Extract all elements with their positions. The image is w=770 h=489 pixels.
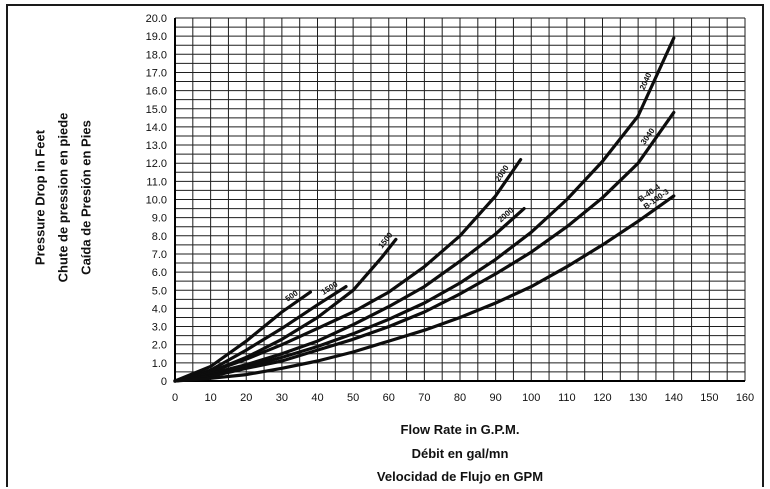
- x-tick-label: 160: [736, 392, 754, 404]
- x-tick-label: 100: [522, 392, 540, 404]
- y-tick-label: 14.0: [146, 122, 167, 134]
- series-label-line: 2000: [496, 205, 516, 224]
- y-axis-label-spanish: Caída de Presión en Pies: [78, 120, 94, 275]
- x-tick-label: 90: [490, 392, 502, 404]
- y-tick-label: 20.0: [146, 13, 167, 25]
- series-line-0: [173, 290, 312, 383]
- y-axis-label-french: Chute de pression en piede: [55, 112, 71, 283]
- x-axis-label-spanish: Velocidad de Flujo en GPM: [376, 469, 544, 484]
- y-tick-label: 0: [161, 376, 167, 388]
- x-axis-label-english: Flow Rate in G.P.M.: [400, 422, 520, 437]
- x-tick-label: 70: [418, 392, 430, 404]
- x-tick-label: 130: [629, 392, 647, 404]
- x-tick-label: 120: [593, 392, 611, 404]
- x-tick-label: 10: [205, 392, 217, 404]
- y-axis-label-english: Pressure Drop in Feet: [32, 129, 48, 266]
- y-tick-label: 7.0: [152, 249, 167, 261]
- x-tick-label: 60: [383, 392, 395, 404]
- x-tick-label: 20: [240, 392, 252, 404]
- series-label-4: 2000: [496, 205, 516, 224]
- y-tick-label: 4.0: [152, 303, 167, 315]
- x-tick-label: 110: [558, 392, 576, 404]
- y-tick-label: 17.0: [146, 67, 167, 79]
- y-tick-label: 5.0: [152, 285, 167, 297]
- y-tick-label: 10.0: [146, 195, 167, 207]
- series-line-3: [173, 158, 523, 383]
- x-axis-label-french: Débit en gal/mn: [411, 446, 509, 461]
- series-line-5: [173, 36, 676, 383]
- series-label-2: 1500: [376, 230, 394, 250]
- x-tick-label: 50: [347, 392, 359, 404]
- series-line-7: [173, 194, 676, 383]
- y-tick-label: 13.0: [146, 140, 167, 152]
- series-label-7: B-100-3B-40-4: [637, 179, 671, 211]
- y-tick-label: 3.0: [152, 322, 167, 334]
- x-tick-label: 140: [665, 392, 683, 404]
- y-tick-label: 12.0: [146, 158, 167, 170]
- y-tick-label: 18.0: [146, 49, 167, 61]
- x-tick-label: 0: [172, 392, 178, 404]
- y-tick-label: 11.0: [146, 176, 167, 188]
- x-tick-label: 30: [276, 392, 288, 404]
- y-tick-label: 15.0: [146, 104, 167, 116]
- y-tick-label: 16.0: [146, 86, 167, 98]
- x-tick-label: 150: [700, 392, 718, 404]
- series-label-line: 1500: [376, 230, 394, 250]
- y-tick-label: 19.0: [146, 31, 167, 43]
- x-tick-label: 40: [311, 392, 323, 404]
- series-line-4: [173, 207, 526, 383]
- series-line-6: [173, 110, 676, 383]
- y-tick-label: 6.0: [152, 267, 167, 279]
- y-tick-label: 1.0: [152, 358, 167, 370]
- y-tick-label: 9.0: [152, 213, 167, 225]
- y-tick-label: 2.0: [152, 340, 167, 352]
- chart-frame: [6, 4, 764, 487]
- x-tick-label: 80: [454, 392, 466, 404]
- y-tick-label: 8.0: [152, 231, 167, 243]
